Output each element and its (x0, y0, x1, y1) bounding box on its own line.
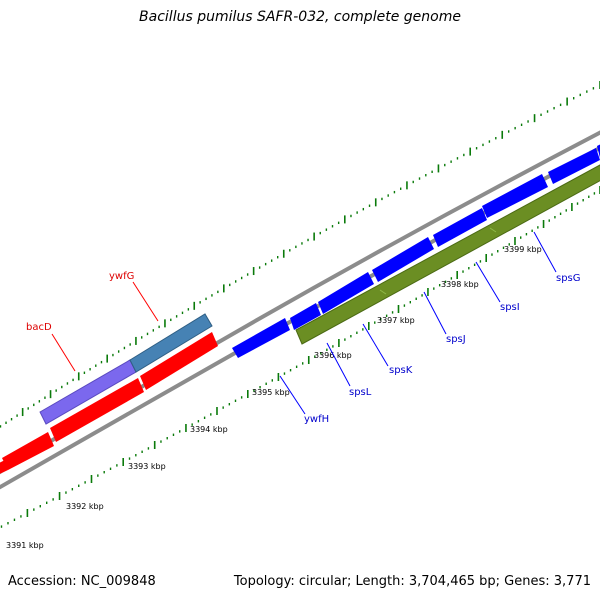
gene-label-spsI[interactable]: spsI (500, 302, 520, 313)
gene-label-spsG[interactable]: spsG (556, 273, 581, 284)
scale-label-3393: 3393 kbp (128, 462, 166, 471)
gene-olive[interactable] (295, 164, 600, 345)
gene-label-ywfH[interactable]: ywfH (304, 414, 329, 425)
gene-label-spsK[interactable]: spsK (389, 365, 413, 376)
gene-red-2[interactable] (2, 432, 54, 470)
gene-label-ywfG[interactable]: ywfG (109, 271, 134, 282)
scale-label-3399: 3399 kbp (504, 245, 542, 254)
scale-label-3392: 3392 kbp (66, 502, 104, 511)
gene-label-spsJ[interactable]: spsJ (446, 334, 466, 345)
scale-label-3397: 3397 kbp (377, 316, 415, 325)
forward-strand-genes (39, 142, 600, 425)
gene-blue-6[interactable] (548, 148, 600, 184)
gene-blue-4[interactable] (433, 208, 487, 247)
gene-blue-1[interactable] (290, 303, 321, 330)
gene-blue-3[interactable] (372, 237, 434, 282)
gene-red-3[interactable] (50, 378, 144, 442)
scale-labels: 3391 kbp 3392 kbp 3393 kbp 3394 kbp 3395… (6, 245, 542, 550)
gene-blue-rev-1[interactable] (232, 318, 290, 358)
gene-label-spsL[interactable]: spsL (349, 387, 372, 398)
gene-callout-lines (51, 231, 557, 415)
gene-blue-2[interactable] (318, 272, 374, 314)
scale-label-3395: 3395 kbp (252, 388, 290, 397)
gene-red-4[interactable] (140, 332, 218, 390)
inner-tick-ring (0, 186, 600, 528)
gene-blue-7[interactable] (597, 142, 600, 158)
scale-label-3398: 3398 kbp (441, 280, 479, 289)
gene-labels: bacD ywfG ywfH spsL spsK spsJ spsI spsG (26, 271, 581, 425)
gene-blue-5[interactable] (482, 174, 548, 218)
scale-label-3391: 3391 kbp (6, 541, 44, 550)
map-title: Bacillus pumilus SAFR-032, complete geno… (139, 9, 461, 25)
reverse-strand-genes (0, 164, 600, 474)
outer-tick-ring (0, 81, 600, 428)
scale-label-3394: 3394 kbp (190, 425, 228, 434)
scale-label-3396: 3396 kbp (314, 351, 352, 360)
accession-text: Accession: NC_009848 (8, 574, 156, 589)
gene-ywfG[interactable] (129, 313, 213, 373)
genome-stats-text: Topology: circular; Length: 3,704,465 bp… (233, 574, 591, 589)
gene-label-bacD[interactable]: bacD (26, 322, 52, 333)
